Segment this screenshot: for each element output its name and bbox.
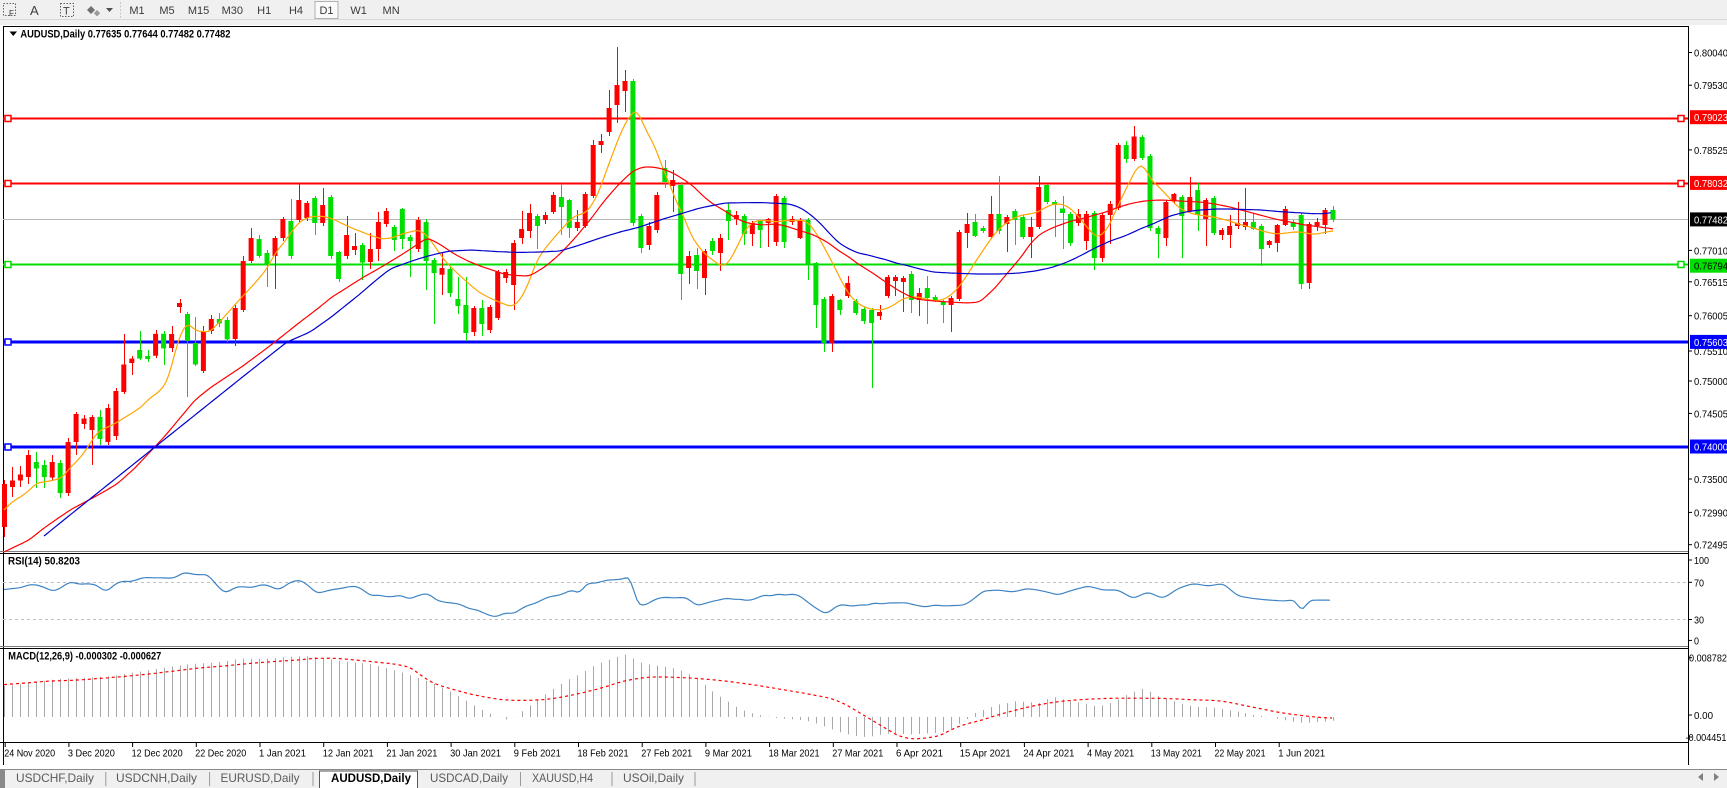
svg-text:0.75000: 0.75000 <box>1694 376 1727 388</box>
svg-text:M30: M30 <box>222 5 243 17</box>
svg-text:12 Dec 2020: 12 Dec 2020 <box>132 748 183 760</box>
svg-text:M1: M1 <box>129 5 144 17</box>
svg-text:USDCNH,Daily: USDCNH,Daily <box>116 771 197 785</box>
svg-text:USDCAD,Daily: USDCAD,Daily <box>430 771 508 785</box>
svg-text:0.00: 0.00 <box>1694 710 1713 722</box>
svg-text:12 Jan 2021: 12 Jan 2021 <box>323 748 374 760</box>
svg-text:EURUSD,Daily: EURUSD,Daily <box>221 771 300 785</box>
svg-text:6 Apr 2021: 6 Apr 2021 <box>896 748 943 760</box>
svg-text:24 Nov 2020: 24 Nov 2020 <box>4 748 55 760</box>
svg-text:9 Mar 2021: 9 Mar 2021 <box>705 748 752 760</box>
svg-text:0: 0 <box>1694 635 1699 647</box>
svg-text:30 Jan 2021: 30 Jan 2021 <box>450 748 501 760</box>
svg-text:D1: D1 <box>319 5 333 17</box>
svg-text:MN: MN <box>383 5 400 17</box>
svg-text:1 Jan 2021: 1 Jan 2021 <box>259 748 306 760</box>
svg-text:0.79023: 0.79023 <box>1694 112 1727 124</box>
svg-text:H4: H4 <box>289 5 303 17</box>
svg-text:0.73500: 0.73500 <box>1694 474 1727 486</box>
svg-text:0.75603: 0.75603 <box>1694 337 1727 349</box>
svg-text:A: A <box>30 3 39 18</box>
svg-text:M15: M15 <box>188 5 209 17</box>
svg-text:30: 30 <box>1694 615 1704 627</box>
svg-text:9 Feb 2021: 9 Feb 2021 <box>514 748 561 760</box>
svg-text:-0.004451: -0.004451 <box>1686 732 1727 744</box>
svg-text:18 Mar 2021: 18 Mar 2021 <box>769 748 820 760</box>
svg-text:RSI(14) 50.8203: RSI(14) 50.8203 <box>8 556 80 568</box>
svg-text:0.75510: 0.75510 <box>1694 346 1727 358</box>
svg-text:15 Apr 2021: 15 Apr 2021 <box>960 748 1011 760</box>
svg-text:W1: W1 <box>350 5 367 17</box>
svg-text:0.74000: 0.74000 <box>1694 442 1727 454</box>
svg-text:0.74505: 0.74505 <box>1694 408 1727 420</box>
svg-text:0.72990: 0.72990 <box>1694 507 1727 519</box>
svg-text:24 Apr 2021: 24 Apr 2021 <box>1023 748 1074 760</box>
svg-text:70: 70 <box>1694 577 1704 589</box>
svg-text:AUDUSD,Daily: AUDUSD,Daily <box>331 771 411 785</box>
svg-text:4 May 2021: 4 May 2021 <box>1087 748 1134 760</box>
svg-text:0.76515: 0.76515 <box>1694 277 1727 289</box>
svg-text:3 Dec 2020: 3 Dec 2020 <box>68 748 115 760</box>
svg-text:22 May 2021: 22 May 2021 <box>1215 748 1266 760</box>
svg-text:0.80040: 0.80040 <box>1694 48 1727 60</box>
svg-text:22 Dec 2020: 22 Dec 2020 <box>195 748 246 760</box>
svg-text:0.78525: 0.78525 <box>1694 145 1727 157</box>
svg-text:0.008782: 0.008782 <box>1689 653 1727 665</box>
svg-text:USDCHF,Daily: USDCHF,Daily <box>16 771 94 785</box>
svg-text:0.72495: 0.72495 <box>1694 540 1727 552</box>
svg-text:27 Feb 2021: 27 Feb 2021 <box>641 748 692 760</box>
svg-text:0.76794: 0.76794 <box>1694 261 1727 273</box>
svg-text:0.77482: 0.77482 <box>1694 214 1727 226</box>
svg-text:T: T <box>63 6 70 18</box>
svg-text:13 May 2021: 13 May 2021 <box>1151 748 1202 760</box>
svg-text:0.77010: 0.77010 <box>1694 245 1727 257</box>
svg-text:H1: H1 <box>257 5 271 17</box>
svg-text:1 Jun 2021: 1 Jun 2021 <box>1278 748 1325 760</box>
svg-text:100: 100 <box>1694 555 1709 567</box>
svg-text:0.76005: 0.76005 <box>1694 311 1727 323</box>
svg-text:F: F <box>9 9 14 18</box>
svg-text:AUDUSD,Daily 0.77635 0.77644: AUDUSD,Daily 0.77635 0.77644 0.77482 0.7… <box>20 29 230 41</box>
svg-text:M5: M5 <box>159 5 174 17</box>
svg-text:MACD(12,26,9) -0.000302 -0.000: MACD(12,26,9) -0.000302 -0.000627 <box>8 651 161 663</box>
svg-text:XAUUSD,H4: XAUUSD,H4 <box>532 771 593 785</box>
svg-text:0.79530: 0.79530 <box>1694 80 1727 92</box>
svg-text:21 Jan 2021: 21 Jan 2021 <box>386 748 437 760</box>
svg-text:18 Feb 2021: 18 Feb 2021 <box>578 748 629 760</box>
svg-text:0.78032: 0.78032 <box>1694 178 1727 190</box>
svg-text:27 Mar 2021: 27 Mar 2021 <box>832 748 883 760</box>
svg-text:USOil,Daily: USOil,Daily <box>623 771 684 785</box>
